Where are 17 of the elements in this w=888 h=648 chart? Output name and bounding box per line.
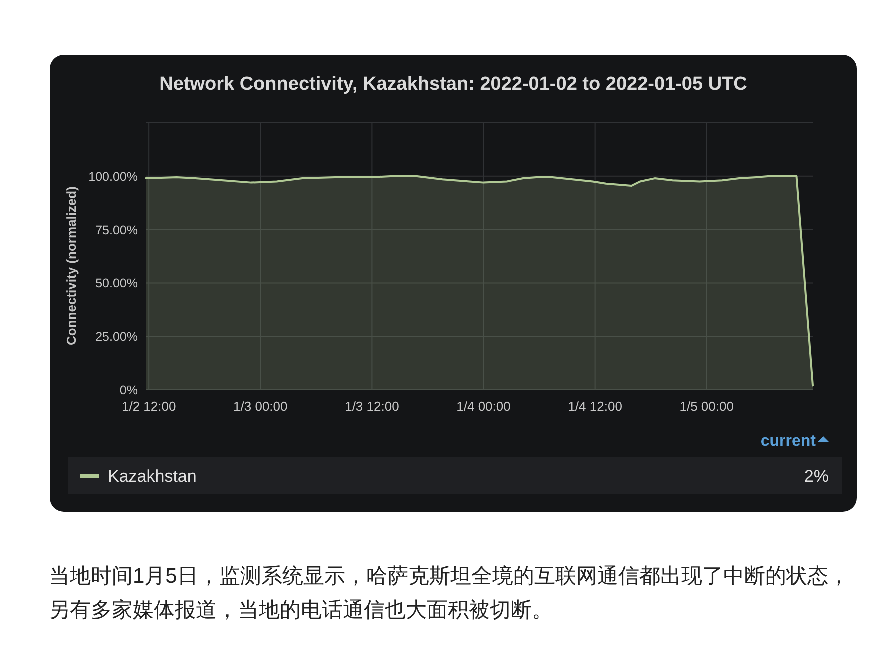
ytick: 0% — [120, 384, 138, 398]
legend-value: 2% — [804, 467, 829, 486]
ytick: 75.00% — [96, 223, 138, 238]
xtick: 1/3 00:00 — [234, 399, 288, 414]
caption: 当地时间1月5日，监测系统显示，哈萨克斯坦全境的互联网通信都出现了中断的状态，另有多家媒体报道，当地的电话通信也大面积被切断。 — [49, 564, 850, 624]
xtick: 1/3 12:00 — [345, 399, 400, 414]
xtick: 1/2 12:00 — [122, 399, 176, 414]
title: Network Connectivity, Kazakhstan: 2022-01-02 to 2022-01-05 UTC — [160, 74, 748, 95]
legend-label: Kazakhstan — [108, 467, 197, 486]
ylabel: Connectivity (normalized) — [64, 186, 79, 346]
xtick: 1/4 12:00 — [568, 399, 622, 414]
ytick: 50.00% — [96, 276, 138, 291]
ytick: 25.00% — [96, 330, 138, 344]
xtick: 1/4 00:00 — [456, 399, 511, 414]
xtick: 1/5 00:00 — [680, 399, 734, 414]
ytick: 100.00% — [88, 170, 138, 184]
legend-column-header: current — [760, 433, 816, 450]
